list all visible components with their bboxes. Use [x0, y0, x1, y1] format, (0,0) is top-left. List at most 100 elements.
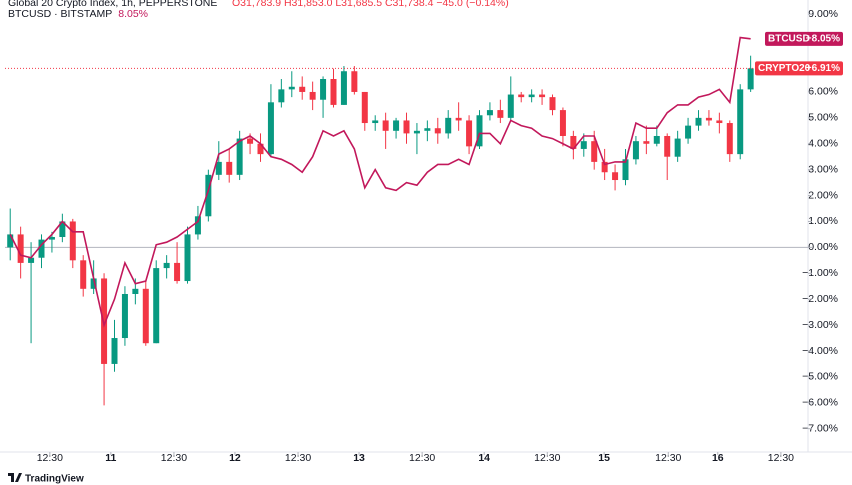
logo-icon [8, 473, 22, 482]
y-tick-label: −5.00% [802, 371, 838, 383]
candle-body [288, 86, 295, 90]
price-tag-name: BTCUSD [768, 33, 810, 44]
x-tick-label: 15 [598, 452, 610, 464]
candle-body [215, 161, 222, 175]
price-tag [765, 31, 843, 46]
candle-body [340, 71, 347, 105]
candle-body [28, 257, 35, 263]
candle-body [685, 125, 692, 139]
candle-body [142, 288, 149, 344]
candle-body [726, 123, 733, 155]
y-tick-label: 3.00% [808, 163, 838, 175]
candle-body [716, 120, 723, 124]
x-tick-label: 12:30 [285, 452, 311, 464]
y-tick-label: −4.00% [802, 345, 838, 357]
candle-body [153, 268, 160, 344]
candle-body [299, 86, 306, 92]
y-tick-label: −1.00% [802, 267, 838, 279]
candle-body [247, 138, 254, 144]
candle-body [393, 120, 400, 131]
candle-body [174, 262, 181, 282]
comparison-line [9, 36, 751, 328]
candle-body [632, 141, 639, 160]
x-tick-label: 14 [478, 452, 490, 464]
x-tick-label: 12:30 [161, 452, 187, 464]
candle-body [7, 234, 14, 248]
candle-body [549, 97, 556, 111]
watermark: TradingView [25, 474, 84, 485]
y-tick-label: 2.00% [808, 189, 838, 201]
candle-body [194, 216, 201, 235]
candle-body [434, 128, 441, 134]
candle-body [111, 338, 118, 364]
candle-body [90, 278, 97, 289]
candle-body [372, 120, 379, 124]
y-tick-label: −2.00% [802, 293, 838, 305]
candle-body [643, 141, 650, 144]
legend-value: 8.05% [118, 8, 148, 20]
candle-body [653, 135, 660, 144]
x-tick-label: 16 [712, 452, 724, 464]
candle-body [257, 143, 264, 155]
candle-body [38, 239, 45, 258]
tradingview-logo: TradingView [8, 473, 84, 485]
candle-body [570, 135, 577, 149]
candle-body [466, 120, 473, 147]
candle-body [69, 221, 76, 261]
candle-body [559, 110, 566, 136]
candle-body [17, 234, 24, 263]
legend-name: BTCUSD · BITSTAMP [8, 8, 112, 20]
y-tick-label: 4.00% [808, 138, 838, 150]
x-tick-label: 11 [105, 452, 116, 464]
x-tick-label: 12 [229, 452, 241, 464]
candle-body [695, 117, 702, 126]
x-tick-label: 12:30 [534, 452, 560, 464]
candle-body [664, 135, 671, 157]
price-tag-value: +6.91% [806, 63, 840, 74]
x-tick-label: 12:30 [768, 452, 794, 464]
candle-body [455, 117, 462, 121]
candle-body [278, 89, 285, 103]
candle-body [486, 110, 493, 116]
candle-body [236, 138, 243, 175]
candle-body [518, 94, 525, 98]
x-tick-label: 12:30 [655, 452, 681, 464]
price-tag [755, 61, 843, 76]
candle-body [622, 159, 629, 181]
candle-body [309, 91, 316, 100]
price-tag-value: +8.05% [806, 33, 840, 44]
candle-body [528, 94, 535, 98]
candle-body [507, 94, 514, 118]
y-tick-label: −3.00% [802, 319, 838, 331]
x-tick-label: 12:30 [409, 452, 435, 464]
candle-body [163, 262, 170, 269]
y-tick-label: 1.00% [808, 215, 838, 227]
candle-body [59, 221, 66, 238]
candle-body [476, 115, 483, 147]
x-tick-label: 12:30 [37, 452, 63, 464]
candle-body [80, 260, 87, 289]
candle-body [580, 141, 587, 149]
candle-body [612, 172, 619, 181]
candle-body [424, 128, 431, 131]
candle-body [184, 234, 191, 282]
candle-body [205, 174, 212, 217]
candle-body [48, 237, 55, 240]
y-tick-label: −7.00% [802, 422, 838, 434]
y-tick-label: 5.00% [808, 112, 838, 124]
candle-body [539, 94, 546, 98]
y-tick-label: −6.00% [802, 397, 838, 409]
candle-body [445, 117, 452, 134]
candle-body [101, 278, 108, 364]
candle-body [267, 102, 274, 155]
price-tag-name: CRYPTO20 [758, 63, 811, 74]
y-tick-label: 9.00% [808, 8, 838, 20]
candle-body [382, 120, 389, 131]
candle-body [737, 89, 744, 155]
candle-body [705, 117, 712, 121]
candle-body [121, 293, 128, 339]
chart-title: Global 20 Crypto Index, 1h, PEPPERSTONE [8, 0, 217, 9]
plot-area [5, 36, 808, 406]
